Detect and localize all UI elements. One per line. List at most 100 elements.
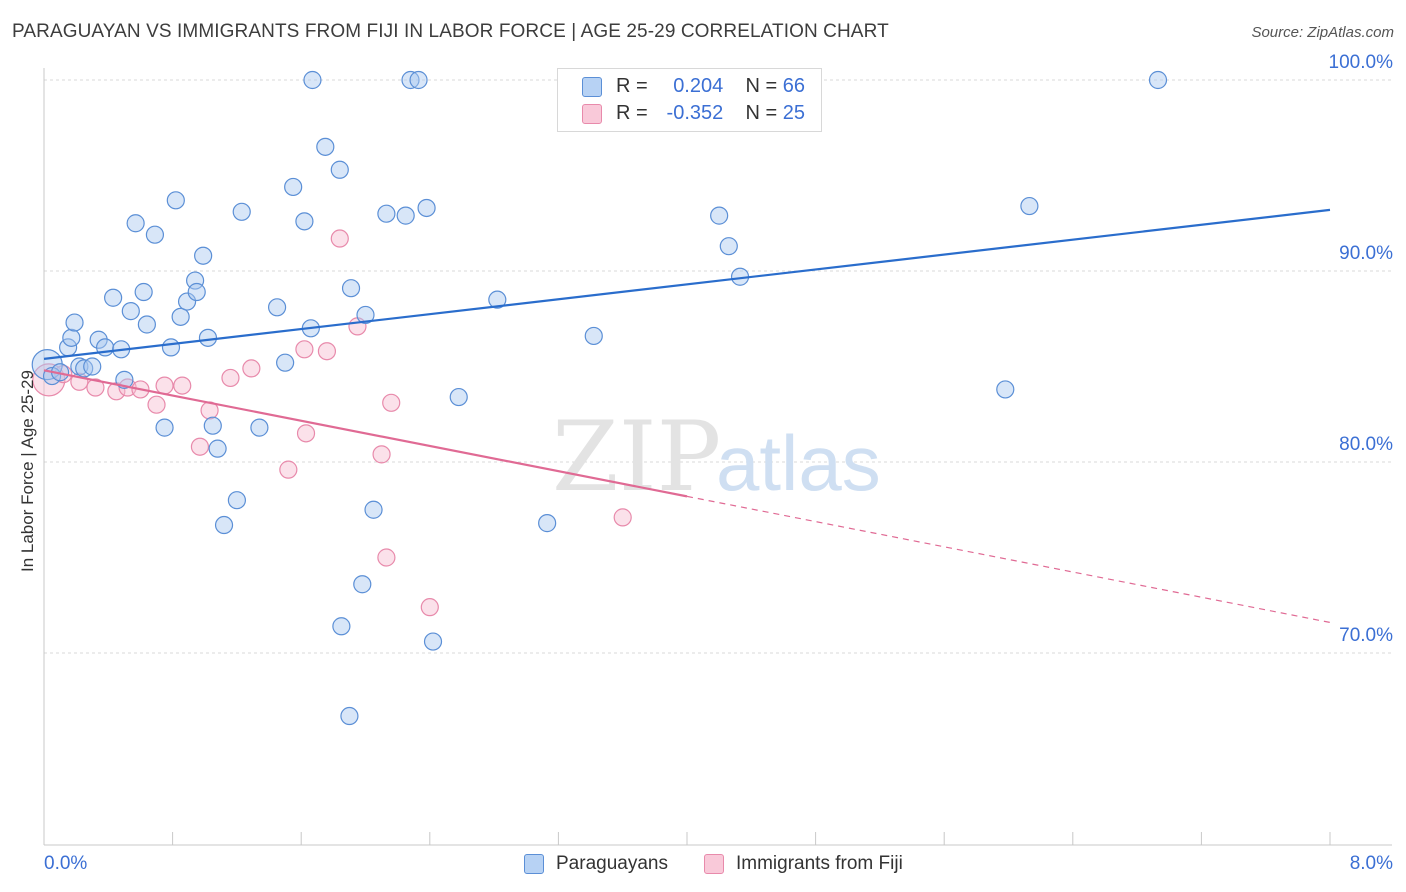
data-point-paraguayans	[377, 204, 396, 223]
data-point-paraguayans	[276, 353, 295, 372]
x-tick-label: 8.0%	[1350, 853, 1393, 874]
data-point-paraguayans	[198, 328, 218, 347]
legend-n-value: 25	[782, 102, 805, 124]
data-point-paraguayans	[356, 305, 375, 325]
watermark-zip: ZIP	[552, 401, 721, 513]
data-point-paraguayans	[417, 198, 436, 218]
bottom-legend-swatch-paraguayans	[524, 854, 544, 874]
data-point-paraguayans	[584, 326, 603, 346]
data-point-fiji	[86, 378, 105, 397]
data-point-fiji	[279, 460, 298, 479]
data-point-paraguayans	[89, 330, 108, 349]
trend-lines	[43, 208, 1331, 624]
data-point-paraguayans	[409, 70, 428, 90]
legend-n-label: N =	[745, 75, 778, 97]
data-point-fiji	[377, 548, 396, 567]
y-tick-label: 70.0%	[1339, 625, 1393, 646]
legend-n-value: 66	[782, 75, 805, 97]
data-point-paraguayans	[423, 632, 443, 651]
watermark: ZIP atlas	[552, 401, 881, 513]
data-point-fiji	[147, 395, 166, 414]
chart-title: PARAGUAYAN VS IMMIGRANTS FROM FIJI IN LA…	[12, 21, 889, 42]
data-point-paraguayans	[104, 288, 123, 307]
legend: R = 0.204 N = 66 R = -0.352 N = 25	[557, 68, 822, 132]
bottom-legend-swatch-fiji	[704, 854, 724, 874]
legend-row-paraguayans: R = 0.204 N = 66	[582, 75, 805, 98]
data-point-fiji	[382, 393, 401, 412]
data-point-paraguayans	[295, 212, 314, 231]
data-point-fiji	[295, 340, 314, 359]
data-point-fiji	[330, 229, 349, 248]
data-point-paraguayans	[710, 206, 729, 225]
data-point-paraguayans	[267, 298, 287, 317]
data-point-paraguayans	[996, 380, 1015, 399]
legend-r-label: R =	[616, 75, 648, 97]
data-point-fiji	[317, 342, 337, 361]
legend-r-label: R =	[616, 102, 648, 124]
data-point-fiji	[296, 424, 316, 443]
data-point-paraguayans	[62, 328, 81, 347]
data-point-paraguayans	[488, 290, 507, 309]
legend-row-fiji: R = -0.352 N = 25	[582, 102, 805, 125]
data-point-paraguayans	[121, 302, 140, 321]
data-point-fiji	[155, 376, 174, 395]
data-point-paraguayans	[719, 237, 738, 256]
y-axis-label: In Labor Force | Age 25-29	[18, 370, 37, 572]
data-point-fiji	[372, 445, 391, 464]
legend-swatch-fiji	[582, 103, 602, 124]
data-point-paraguayans	[364, 500, 383, 519]
data-point-fiji	[190, 437, 210, 456]
x-tick-label: 0.0%	[44, 853, 87, 874]
data-point-paraguayans	[232, 202, 251, 221]
data-point-paraguayans	[65, 313, 84, 332]
fiji-points	[32, 229, 632, 617]
legend-r-value: -0.352	[666, 102, 724, 124]
data-point-paraguayans	[145, 225, 165, 244]
data-point-paraguayans	[187, 282, 206, 302]
data-point-paraguayans	[250, 418, 269, 437]
data-point-paraguayans	[341, 279, 361, 298]
data-point-paraguayans	[316, 137, 335, 156]
data-point-paraguayans	[227, 491, 246, 510]
axes	[43, 68, 1392, 846]
gridlines	[44, 79, 1392, 654]
data-point-paraguayans	[538, 514, 557, 533]
data-point-paraguayans	[166, 191, 185, 210]
data-point-fiji	[242, 359, 261, 378]
data-point-paraguayans	[194, 246, 213, 265]
data-point-paraguayans	[303, 70, 322, 90]
trend-line-fiji-extension	[686, 495, 1331, 624]
watermark-atlas: atlas	[716, 419, 881, 507]
y-tick-label: 90.0%	[1339, 243, 1393, 264]
data-point-paraguayans	[330, 160, 349, 179]
y-tick-label: 100.0%	[1329, 52, 1394, 73]
y-tick-label: 80.0%	[1339, 434, 1393, 455]
bottom-legend-paraguayans: Paraguayans	[524, 853, 668, 875]
data-point-paraguayans	[177, 292, 197, 311]
data-point-fiji	[420, 598, 439, 617]
data-point-paraguayans	[115, 370, 134, 389]
data-point-paraguayans	[155, 418, 174, 437]
tick-labels: 70.0% 80.0% 90.0% 100.0% 0.0% 8.0%	[44, 52, 1393, 874]
data-point-paraguayans	[332, 617, 351, 636]
data-point-fiji	[613, 508, 632, 527]
data-point-fiji	[221, 368, 240, 388]
trend-line-paraguayans	[43, 208, 1331, 360]
bottom-legend-label: Immigrants from Fiji	[736, 853, 903, 874]
data-point-paraguayans	[161, 338, 181, 357]
legend-n-label: N =	[745, 102, 778, 124]
data-point-paraguayans	[126, 214, 145, 233]
data-point-paraguayans	[83, 357, 102, 376]
data-point-paraguayans	[171, 307, 190, 326]
data-point-paraguayans	[396, 206, 415, 225]
source-label: Source: ZipAtlas.com	[1251, 24, 1394, 41]
legend-swatch-paraguayans	[582, 76, 602, 97]
bottom-legend: Paraguayans Immigrants from Fiji	[0, 851, 1406, 879]
data-point-paraguayans	[214, 515, 234, 535]
bottom-legend-label: Paraguayans	[556, 853, 668, 874]
data-point-paraguayans	[340, 706, 359, 726]
paraguayan-points	[31, 70, 1168, 726]
data-point-paraguayans	[284, 177, 303, 197]
data-point-paraguayans	[449, 387, 468, 407]
